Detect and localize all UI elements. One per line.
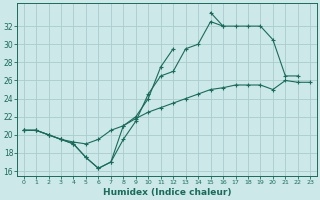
X-axis label: Humidex (Indice chaleur): Humidex (Indice chaleur) [103,188,231,197]
